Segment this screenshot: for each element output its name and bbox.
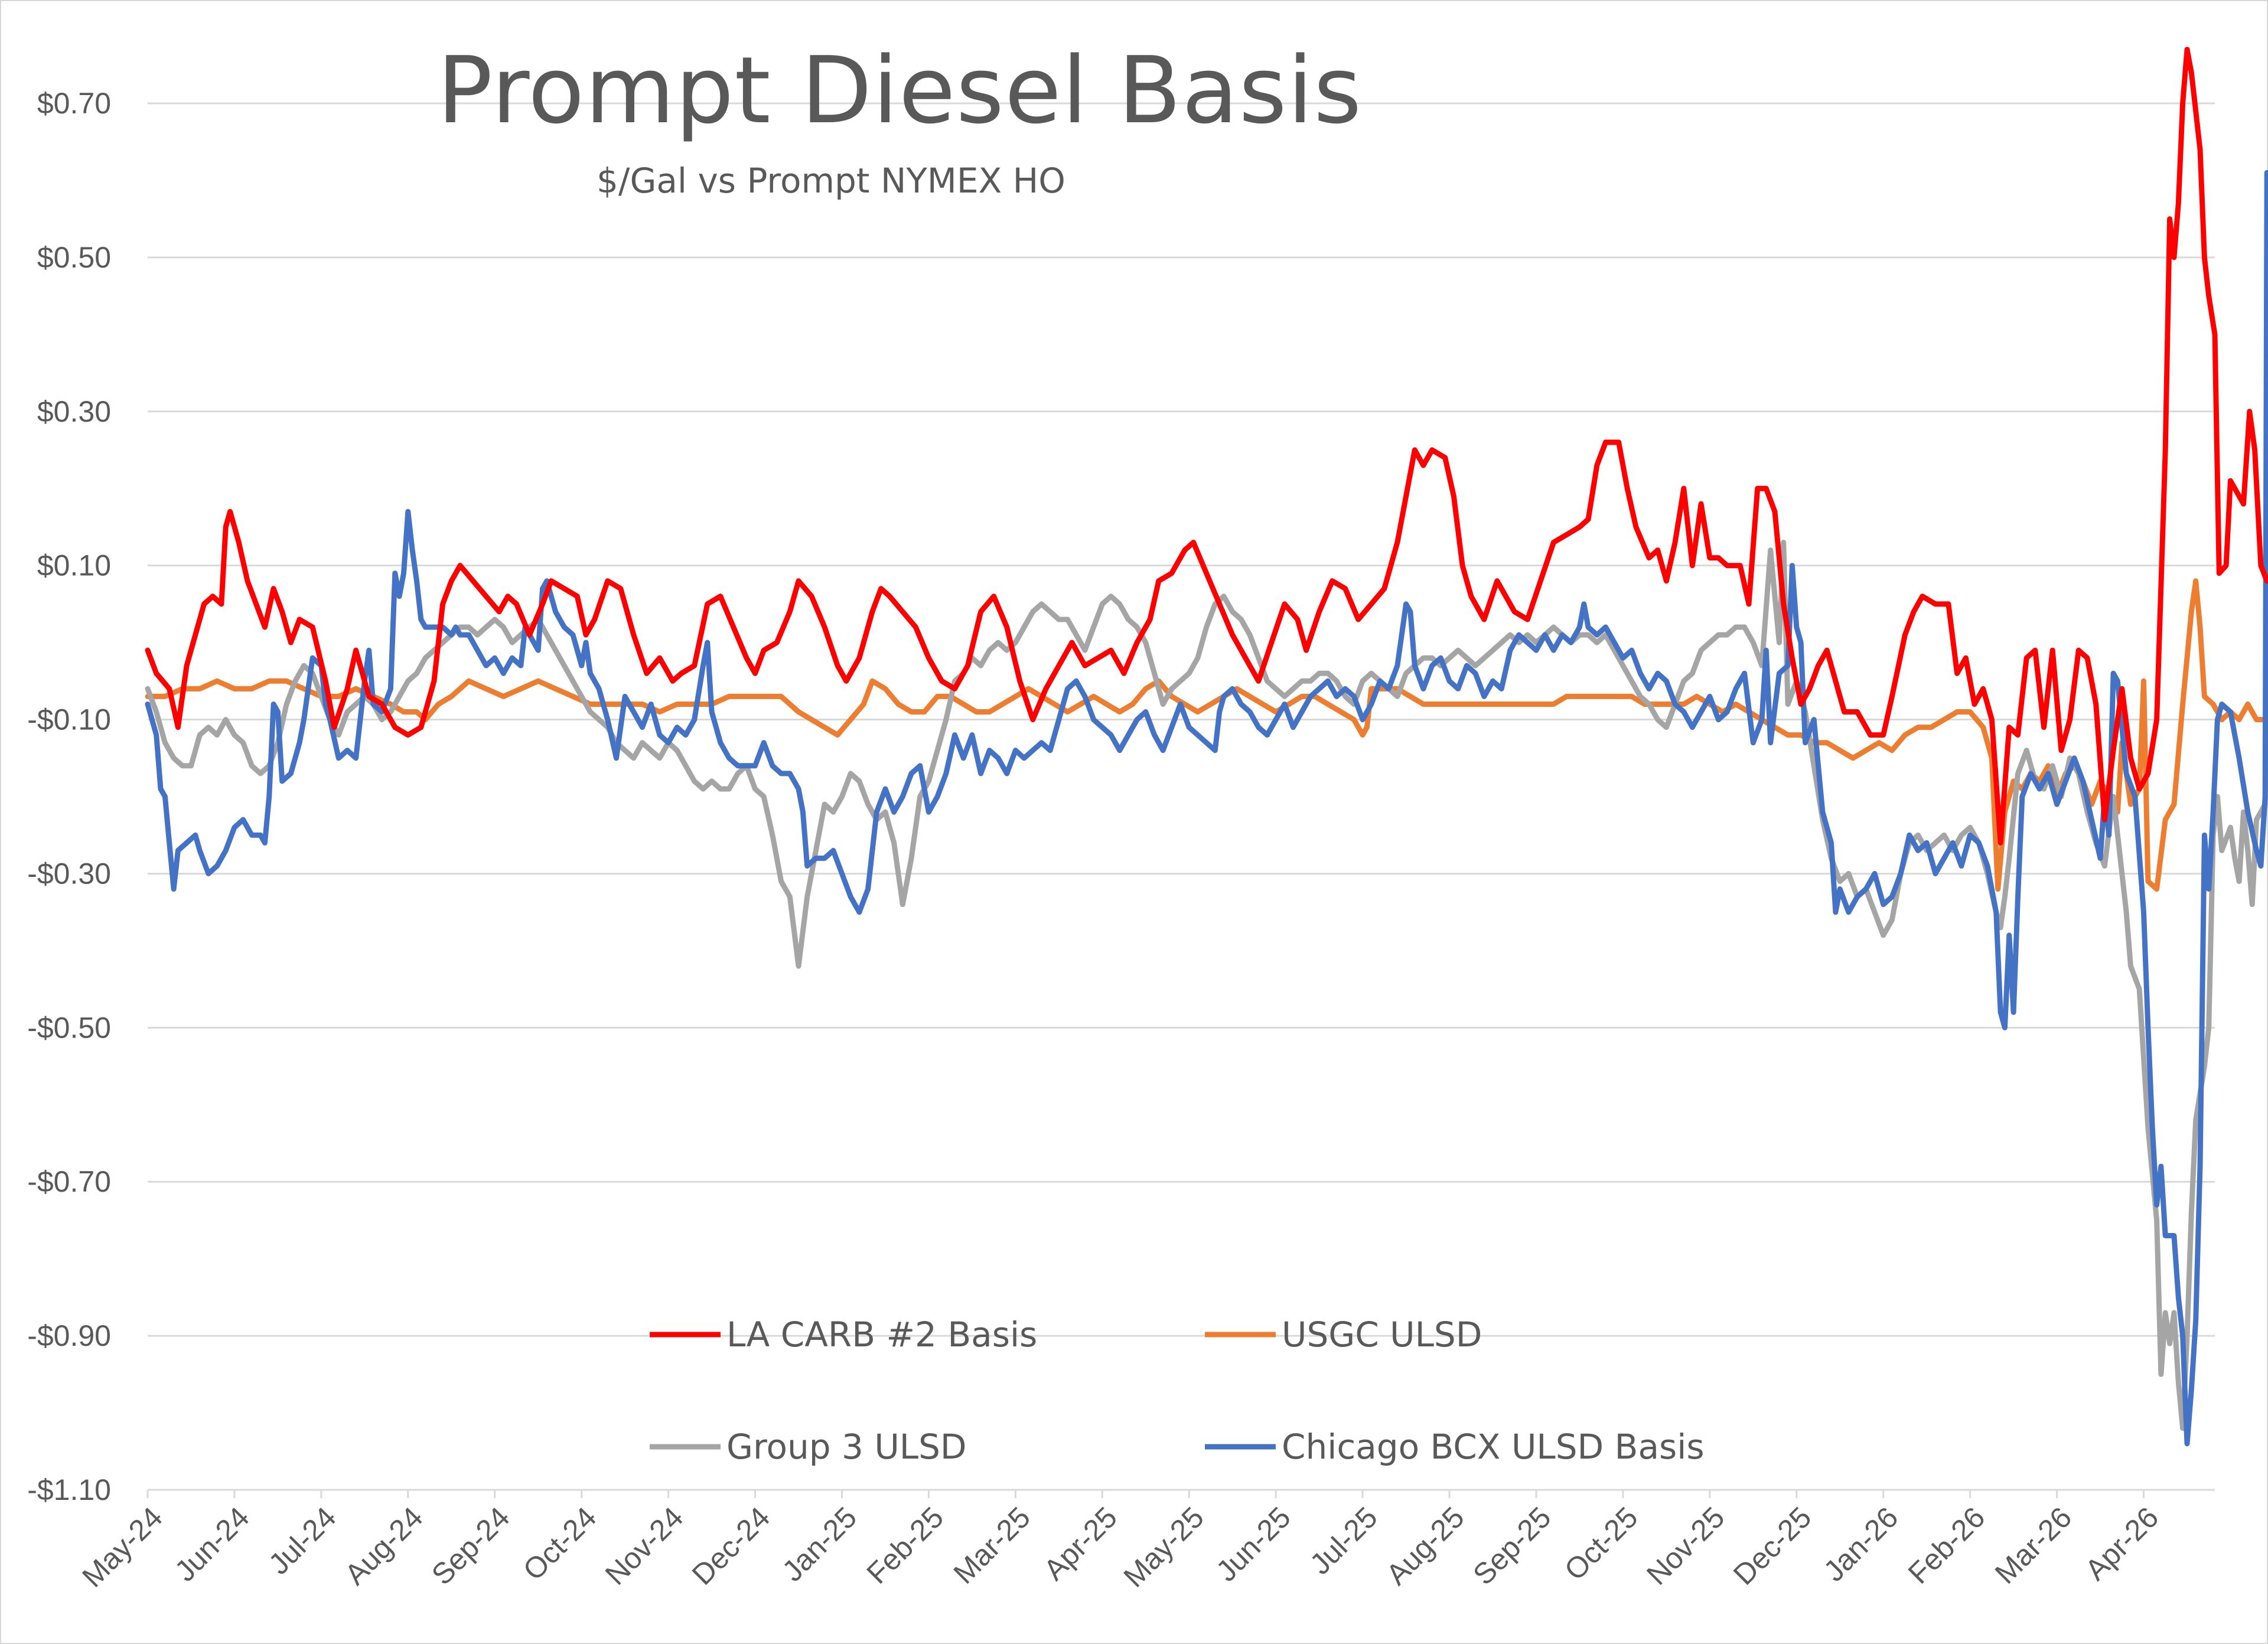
- series-line-1: [145, 578, 2268, 892]
- x-tick-label: Jun-25: [1210, 1501, 1297, 1588]
- x-tick-label: Jan-26: [1817, 1501, 1905, 1588]
- x-tick-label: Aug-25: [1380, 1501, 1471, 1591]
- series-line-2: [145, 540, 2268, 1431]
- legend-label-3: Chicago BCX ULSD Basis: [1282, 1427, 1705, 1467]
- y-tick-label: $0.70: [37, 87, 111, 120]
- x-tick-label: Jun-24: [168, 1501, 256, 1588]
- x-tick-label: Apr-26: [2079, 1501, 2165, 1587]
- legend: LA CARB #2 Basis USGC ULSD Group 3 ULSD Chi…: [650, 1314, 1705, 1467]
- x-tick-label: Nov-25: [1640, 1501, 1731, 1591]
- x-tick-label: Dec-25: [1727, 1501, 1818, 1591]
- x-tick-label: Aug-24: [338, 1501, 429, 1591]
- x-tick-label: Jul-25: [1304, 1501, 1384, 1581]
- chart-title: Prompt Diesel Basis: [437, 37, 1363, 144]
- x-tick-label: Oct-24: [517, 1501, 603, 1587]
- legend-label-0: LA CARB #2 Basis: [726, 1314, 1037, 1355]
- y-tick-label: -$0.50: [27, 1011, 111, 1044]
- x-tick-label: Feb-25: [861, 1501, 950, 1590]
- y-axis: $0.70 $0.50 $0.30 $0.10 -$0.10 -$0.30 -$0.50 -$…: [27, 87, 111, 1506]
- gridlines: [148, 102, 2215, 1491]
- series-line-3: [145, 169, 2268, 1447]
- x-tick-label: Jan-25: [776, 1501, 863, 1588]
- x-tick-label: Feb-26: [1902, 1501, 1992, 1590]
- legend-label-2: Group 3 ULSD: [726, 1427, 967, 1467]
- y-tick-label: -$0.10: [27, 703, 111, 736]
- x-tick-label: Oct-25: [1558, 1501, 1644, 1587]
- y-tick-label: $0.10: [37, 549, 111, 582]
- x-tick-label: Jul-24: [262, 1501, 343, 1581]
- y-tick-label: -$0.30: [27, 857, 111, 890]
- y-tick-label: $0.30: [37, 395, 111, 428]
- x-tick-label: May-25: [1117, 1501, 1210, 1593]
- y-tick-label: -$0.90: [27, 1319, 111, 1352]
- x-tick-label: Nov-24: [599, 1501, 690, 1591]
- x-tick-label: Apr-25: [1037, 1501, 1123, 1587]
- series-line-0: [145, 47, 2268, 846]
- y-tick-label: $0.50: [37, 241, 111, 274]
- y-tick-label: -$1.10: [27, 1473, 111, 1506]
- x-tick-label: Mar-25: [947, 1501, 1037, 1590]
- legend-label-1: USGC ULSD: [1282, 1314, 1482, 1355]
- x-tick-label: Sep-24: [425, 1501, 516, 1591]
- chart-subtitle: $/Gal vs Prompt NYMEX HO: [597, 161, 1065, 201]
- x-tick-label: May-24: [76, 1501, 168, 1593]
- x-tick-label: Sep-25: [1467, 1501, 1557, 1591]
- x-tick-label: Mar-26: [1989, 1501, 2078, 1590]
- series-lines: [145, 47, 2268, 1447]
- x-tick-label: Dec-24: [686, 1501, 777, 1591]
- y-tick-label: -$0.70: [27, 1165, 111, 1198]
